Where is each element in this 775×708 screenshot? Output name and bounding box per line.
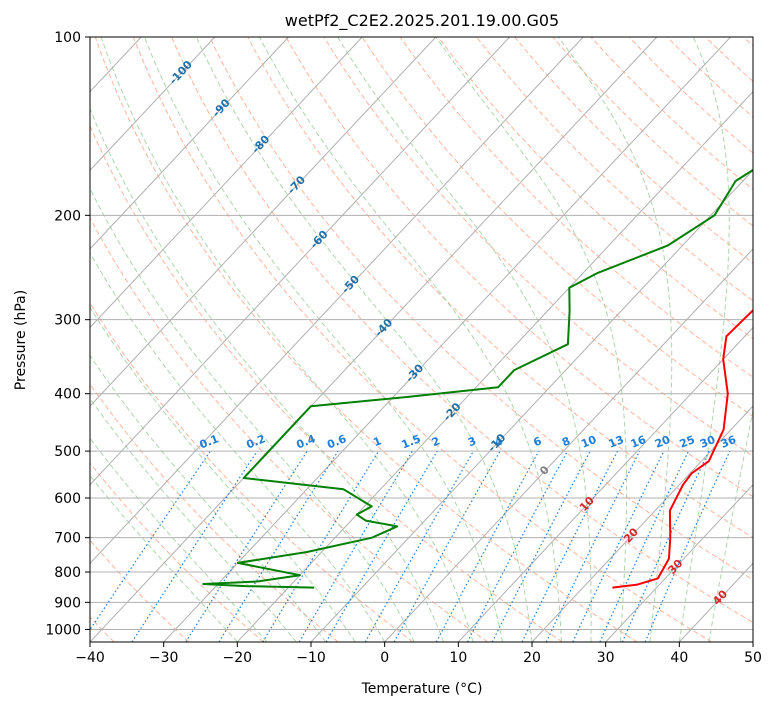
y-axis-label: Pressure (hPa) bbox=[13, 290, 29, 390]
mixing-ratio-line bbox=[90, 450, 211, 631]
background-lines bbox=[90, 37, 753, 642]
dry-adiabat-line bbox=[90, 462, 264, 642]
x-tick-label: 10 bbox=[449, 650, 467, 666]
y-tick-label: 200 bbox=[54, 208, 81, 224]
dry-adiabat-line bbox=[171, 37, 753, 624]
y-tick-label: 500 bbox=[54, 444, 81, 460]
dry-adiabat-line bbox=[323, 37, 753, 457]
mixing-ratio-line bbox=[435, 450, 540, 642]
moist-adiabat-line bbox=[557, 37, 673, 642]
dry-adiabat-line bbox=[90, 216, 488, 642]
isotherm-line bbox=[457, 326, 753, 642]
x-tick-label: 20 bbox=[523, 650, 541, 666]
dry-adiabat-line bbox=[132, 37, 712, 642]
dewpoint-profile-line bbox=[202, 168, 753, 589]
isotherm-line bbox=[605, 484, 753, 642]
mixing-ratio-line bbox=[364, 450, 474, 642]
x-tick-label: −30 bbox=[149, 650, 179, 666]
x-tick-label: 40 bbox=[670, 650, 688, 666]
isotherm-line bbox=[90, 37, 363, 329]
dry-adiabat-line bbox=[437, 37, 753, 340]
dry-adiabat-line bbox=[247, 37, 753, 539]
mixing-ratio-label: 25 bbox=[678, 433, 697, 451]
isotherm-line bbox=[90, 37, 658, 642]
isotherm-line bbox=[310, 169, 753, 642]
isotherm-line bbox=[90, 37, 216, 172]
mixing-ratio-label: 2 bbox=[430, 434, 442, 449]
y-tick-label: 700 bbox=[54, 531, 81, 547]
mixing-ratio-label: 1 bbox=[371, 434, 383, 449]
moist-adiabat-line bbox=[337, 37, 592, 642]
dry-adiabat-line bbox=[94, 37, 638, 642]
mixing-ratio-label: 10 bbox=[579, 433, 598, 451]
x-tick-label: 0 bbox=[380, 650, 389, 666]
y-tick-label: 300 bbox=[54, 313, 81, 329]
y-tick-label: 600 bbox=[54, 491, 81, 507]
y-tick-label: 800 bbox=[54, 565, 81, 581]
moist-adiabat-line bbox=[90, 187, 415, 642]
x-tick-label: −10 bbox=[296, 650, 326, 666]
mixing-ratio-label: 3 bbox=[466, 434, 478, 449]
moist-adiabat-line bbox=[90, 437, 268, 642]
isotherm-line bbox=[90, 37, 584, 565]
y-tick-label: 400 bbox=[54, 387, 81, 403]
mixing-ratio-label: 16 bbox=[629, 433, 648, 451]
x-tick-label: −40 bbox=[75, 650, 105, 666]
x-tick-label: 30 bbox=[597, 650, 615, 666]
chart-title: wetPf2_C2E2.2025.201.19.00.G05 bbox=[285, 11, 559, 31]
dry-adiabat-line bbox=[399, 37, 753, 378]
mixing-ratio-line bbox=[131, 450, 258, 642]
dry-adiabat-line bbox=[90, 124, 563, 642]
isotherm-line bbox=[90, 37, 510, 486]
y-tick-label: 100 bbox=[54, 30, 81, 46]
x-tick-label: 50 bbox=[744, 650, 762, 666]
y-tick-label: 900 bbox=[54, 595, 81, 611]
isotherm-line bbox=[531, 405, 753, 642]
isotherm-line bbox=[384, 248, 753, 642]
dry-adiabat-line bbox=[285, 37, 753, 498]
moist-adiabat-line bbox=[259, 37, 562, 642]
mixing-ratio-line bbox=[644, 450, 731, 642]
temperature-profile-line bbox=[612, 308, 753, 589]
moist-adiabat-line bbox=[90, 474, 238, 642]
mixing-ratio-label: 36 bbox=[719, 433, 738, 451]
mixing-ratio-label: 30 bbox=[698, 433, 717, 451]
moist-adiabat-line bbox=[678, 37, 730, 642]
isotherm-line bbox=[163, 37, 731, 642]
plot-frame bbox=[89, 36, 754, 643]
dry-adiabat-line bbox=[90, 539, 190, 642]
moist-adiabat-line bbox=[100, 37, 474, 642]
isotherm-line bbox=[90, 37, 289, 250]
moist-adiabat-line bbox=[143, 37, 503, 642]
axes: −40 −30 −20 −10 0 10 20 30 40 50 100 200 300 400 500 60… bbox=[45, 30, 762, 666]
mixing-ratio-line bbox=[521, 450, 619, 642]
mixing-ratio-line bbox=[393, 450, 501, 642]
mixing-ratio-line bbox=[621, 450, 710, 642]
x-axis-label: Temperature (°C) bbox=[361, 681, 483, 697]
sounding-profiles bbox=[202, 168, 753, 589]
moist-adiabat-line bbox=[708, 408, 753, 642]
moist-adiabat-line bbox=[435, 37, 628, 642]
mixing-ratio-label: 13 bbox=[607, 433, 626, 451]
mixing-ratio-label: 20 bbox=[653, 433, 672, 451]
moist-adiabat-line bbox=[90, 251, 386, 642]
isotherm-line bbox=[236, 90, 753, 642]
moist-adiabat-line bbox=[90, 354, 327, 642]
mixing-ratio-label: 8 bbox=[560, 434, 572, 449]
mixing-ratio-line bbox=[185, 450, 308, 642]
moist-adiabat-line bbox=[90, 306, 356, 642]
y-tick-label: 1000 bbox=[45, 622, 81, 638]
isotherm-line bbox=[90, 37, 437, 407]
x-tick-label: −20 bbox=[223, 650, 253, 666]
